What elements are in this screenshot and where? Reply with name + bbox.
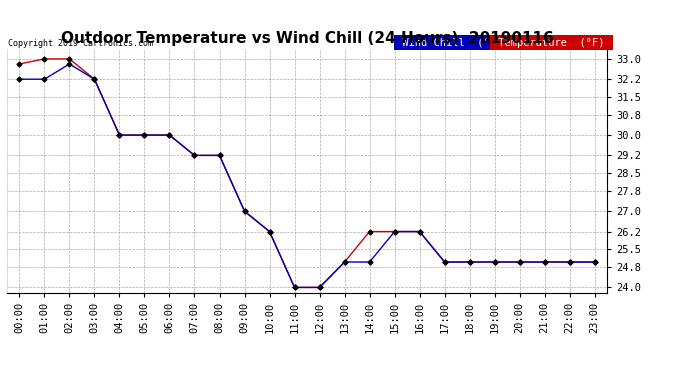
Text: Wind Chill  (°F): Wind Chill (°F) bbox=[396, 38, 509, 48]
Title: Outdoor Temperature vs Wind Chill (24 Hours)  20190116: Outdoor Temperature vs Wind Chill (24 Ho… bbox=[61, 31, 553, 46]
Text: Temperature  (°F): Temperature (°F) bbox=[492, 38, 611, 48]
Text: Copyright 2019 Cartronics.com: Copyright 2019 Cartronics.com bbox=[8, 39, 153, 48]
